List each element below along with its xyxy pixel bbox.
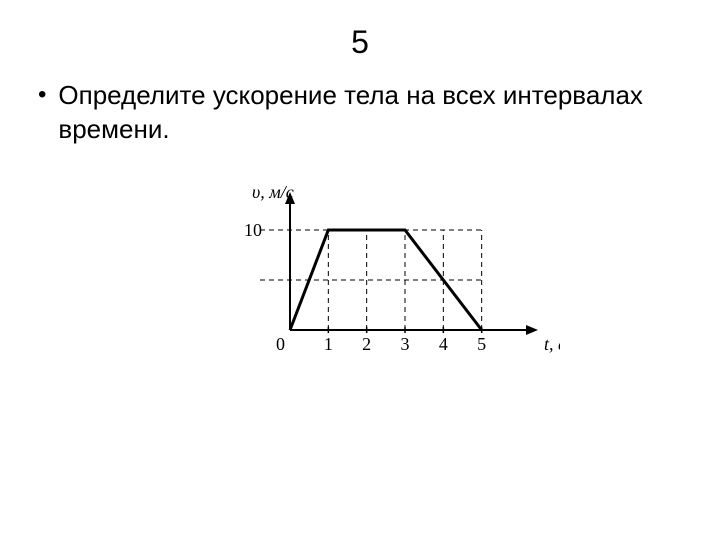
bullet-marker: • bbox=[38, 79, 46, 110]
svg-text:2: 2 bbox=[362, 334, 371, 354]
svg-text:υ, м/с: υ, м/с bbox=[252, 182, 294, 202]
svg-text:10: 10 bbox=[244, 220, 262, 240]
svg-text:3: 3 bbox=[401, 334, 410, 354]
svg-text:5: 5 bbox=[477, 334, 486, 354]
svg-text:t, с: t, с bbox=[544, 334, 560, 354]
bullet-item: • Определите ускорение тела на всех инте… bbox=[0, 79, 720, 147]
svg-text:4: 4 bbox=[439, 334, 448, 354]
bullet-text: Определите ускорение тела на всех интерв… bbox=[58, 79, 680, 147]
slide-title: 5 bbox=[0, 0, 720, 79]
svg-text:0: 0 bbox=[276, 334, 285, 354]
velocity-time-chart: υ, м/с 10 0 1 2 3 4 5 t, с bbox=[210, 180, 560, 380]
svg-text:1: 1 bbox=[324, 334, 333, 354]
